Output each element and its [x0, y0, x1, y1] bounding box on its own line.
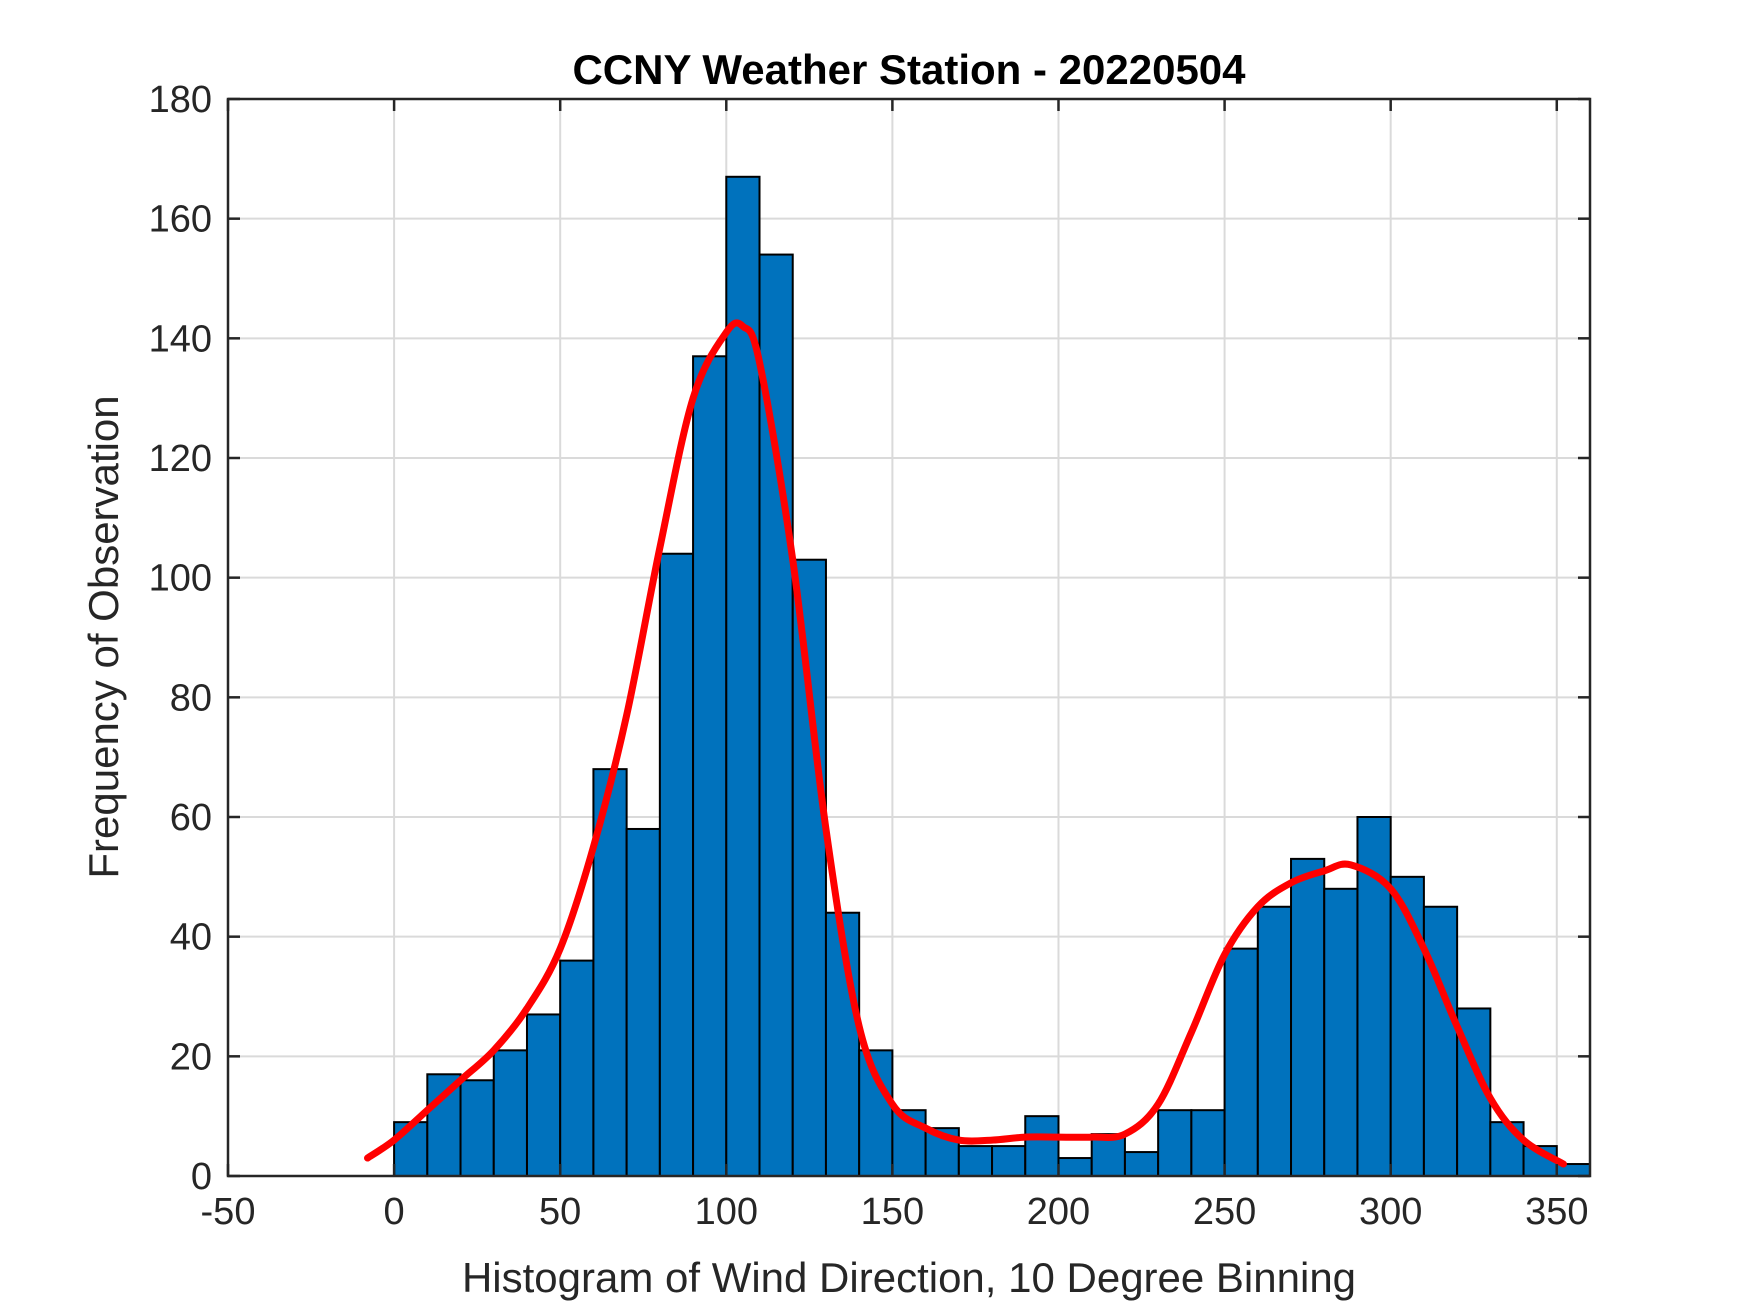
histogram-bar: [559, 959, 595, 1177]
x-tick-label: 150: [861, 1191, 924, 1233]
histogram-bar: [957, 1145, 994, 1178]
x-tick-labels: -50 0 50 100 150 200 250 300 350: [201, 1191, 1589, 1233]
y-tick-label: 140: [149, 318, 212, 360]
x-tick-label: 200: [1027, 1191, 1090, 1233]
x-tick-label: 0: [384, 1191, 405, 1233]
histogram-bar: [1057, 1157, 1093, 1178]
bars: [393, 175, 1592, 1178]
chart-title: CCNY Weather Station - 20220504: [572, 46, 1246, 93]
x-tick-label: 100: [695, 1191, 758, 1233]
y-tick-label: 100: [149, 558, 212, 600]
histogram-bar: [1256, 905, 1293, 1177]
y-axis-label: Frequency of Observation: [80, 395, 127, 878]
histogram-bar: [791, 558, 827, 1177]
y-tick-label: 0: [191, 1156, 212, 1198]
histogram-bar: [658, 552, 695, 1177]
y-tick-label: 120: [149, 438, 212, 480]
histogram-bar: [1190, 1109, 1226, 1178]
histogram-bar: [525, 1013, 562, 1178]
y-tick-label: 160: [149, 199, 212, 241]
histogram-bar: [1422, 905, 1459, 1177]
histogram-bar: [426, 1073, 462, 1177]
histogram-bar: [1489, 1121, 1525, 1178]
histogram-bar: [1323, 887, 1359, 1177]
histogram-bar: [1389, 875, 1425, 1177]
y-tick-label: 80: [170, 677, 212, 719]
y-tick-label: 20: [170, 1036, 212, 1078]
fit-line: [364, 319, 1567, 1168]
histogram-bar: [1024, 1115, 1060, 1177]
axes-box: [226, 97, 1592, 1178]
histogram-bar: [492, 1049, 528, 1177]
x-tick-label: 350: [1525, 1191, 1588, 1233]
x-tick-label: 300: [1359, 1191, 1422, 1233]
histogram-bar: [1290, 857, 1326, 1178]
y-tick-label: 60: [170, 797, 212, 839]
plot-frame: [226, 97, 1592, 1178]
ticks: [226, 97, 1590, 1178]
histogram-bar: [459, 1079, 495, 1178]
histogram-bar: [1223, 947, 1259, 1178]
histogram-bar: [991, 1145, 1027, 1178]
x-tick-label: 250: [1193, 1191, 1256, 1233]
histogram-bar: [625, 827, 661, 1177]
x-axis-label: Histogram of Wind Direction, 10 Degree B…: [462, 1254, 1356, 1301]
y-tick-label: 180: [149, 79, 212, 121]
x-tick-label: 50: [539, 1191, 581, 1233]
histogram-bar: [692, 355, 728, 1177]
y-tick-labels: 0 20 40 60 80 100 120 140 160 180: [149, 79, 212, 1198]
x-tick-label: -50: [201, 1191, 256, 1233]
histogram-bar: [1157, 1109, 1193, 1178]
y-tick-label: 40: [170, 917, 212, 959]
histogram-bar: [1123, 1151, 1160, 1177]
